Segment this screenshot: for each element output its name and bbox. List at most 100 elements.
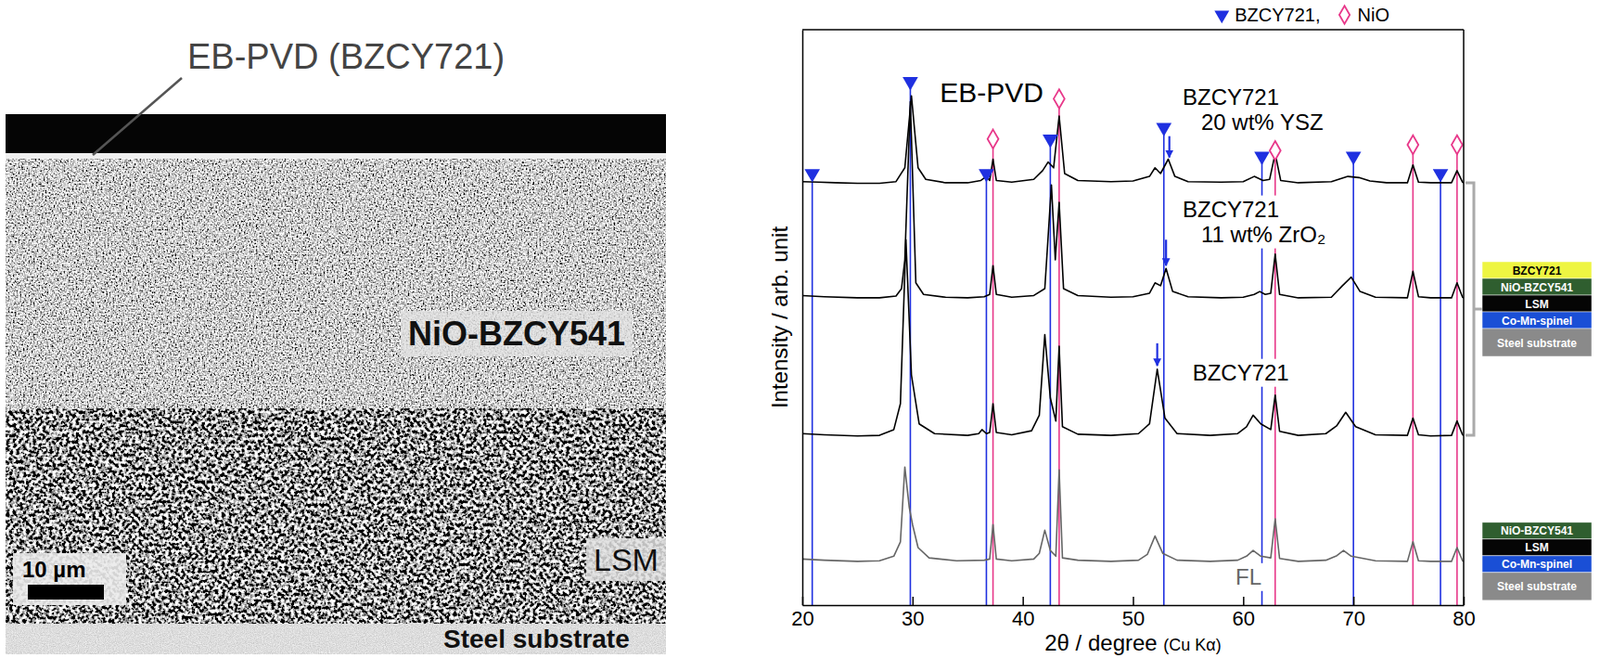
series-label-group: BZCY721 bbox=[1190, 358, 1293, 387]
y-axis-line bbox=[802, 30, 805, 606]
text-patch bbox=[1232, 563, 1265, 591]
scale-bar-label: 10 µm bbox=[22, 556, 87, 582]
stack-layer-label: LSM bbox=[1524, 297, 1549, 311]
legend-item: BZCY721, bbox=[1214, 4, 1320, 26]
page: EB-PVD (BZCY721) NiO-BZCY541 LSM Steel subs… bbox=[0, 0, 1600, 658]
reference-line bbox=[1439, 173, 1442, 605]
stack-layer bbox=[1482, 522, 1592, 539]
x-tick-label: 60 bbox=[1232, 606, 1255, 630]
layer-stack: BZCY721NiO-BZCY541LSMCo-Mn-spinelSteel s… bbox=[1482, 261, 1592, 357]
x-tick: 60 bbox=[1232, 596, 1255, 630]
stack-layer bbox=[1482, 294, 1592, 312]
x-tick-label: 70 bbox=[1342, 606, 1365, 630]
reference-marker bbox=[804, 168, 820, 182]
reference-line bbox=[1412, 144, 1415, 605]
stack-layer-label: Co-Mn-spinel bbox=[1501, 557, 1573, 571]
nio-layer bbox=[5, 158, 666, 409]
x-axis-title: 2θ / degree (Cu Kα) bbox=[1044, 629, 1222, 655]
reference-marker bbox=[987, 129, 999, 149]
x-tick-mark bbox=[1242, 596, 1245, 605]
reference-marker bbox=[978, 168, 995, 182]
reference-marker bbox=[1451, 135, 1463, 154]
stack-layer-label: NiO-BZCY541 bbox=[1500, 524, 1574, 538]
reference-marker bbox=[902, 76, 919, 90]
text-patch bbox=[936, 75, 1047, 109]
bracket bbox=[1465, 182, 1483, 436]
x-tick: 70 bbox=[1342, 596, 1365, 630]
layer-label: LSM bbox=[593, 541, 659, 577]
reference-marker bbox=[1269, 140, 1281, 160]
reference-line bbox=[985, 173, 988, 605]
xrd-trace bbox=[802, 466, 1464, 562]
chart-title: EB-PVD bbox=[939, 76, 1044, 108]
stack-layer-label: Steel substrate bbox=[1497, 336, 1577, 350]
x-tick-mark bbox=[912, 596, 915, 605]
legend-symbol bbox=[1214, 10, 1229, 24]
reference-marker bbox=[1345, 152, 1362, 166]
x-tick-label: 20 bbox=[791, 606, 814, 630]
lsm-layer bbox=[5, 408, 666, 624]
black-band bbox=[5, 114, 666, 154]
deposited-layer bbox=[5, 153, 666, 159]
series-label: BZCY721 bbox=[1192, 359, 1290, 385]
leader-line bbox=[92, 77, 182, 155]
x-tick-label: 50 bbox=[1122, 606, 1145, 630]
scale-bar bbox=[27, 584, 104, 600]
text-patch bbox=[1190, 358, 1293, 387]
series-label: FL bbox=[1235, 563, 1262, 589]
xrd-trace bbox=[802, 239, 1464, 436]
stack-layer bbox=[1482, 278, 1592, 295]
peak-arrow bbox=[1156, 343, 1159, 366]
stack-layer-label: LSM bbox=[1524, 540, 1549, 554]
reference-marker bbox=[1433, 168, 1449, 182]
micrograph: EB-PVD (BZCY721) NiO-BZCY541 LSM Steel subs… bbox=[5, 37, 666, 654]
x-tick: 40 bbox=[1011, 596, 1035, 630]
series-label-group: BZCY72120 wt% YSZ bbox=[1179, 82, 1327, 136]
xrd-trace bbox=[802, 95, 1464, 183]
plot-area bbox=[802, 76, 1464, 605]
reference-marker bbox=[1407, 135, 1419, 154]
reference-marker bbox=[1042, 134, 1059, 148]
stack-layer bbox=[1482, 572, 1592, 601]
series-label: BZCY72120 wt% YSZ bbox=[1182, 84, 1324, 135]
chart: 20 30 40 50 60 70 80 2θ / degree (Cu Kα) Intensi… bbox=[767, 4, 1592, 655]
reference-line bbox=[1163, 127, 1165, 605]
peak-arrow bbox=[1164, 239, 1167, 266]
stack-layer-label: BZCY721 bbox=[1512, 264, 1562, 278]
text-patch bbox=[1179, 195, 1329, 249]
frame-top bbox=[802, 28, 1464, 31]
stack-layer-label: Steel substrate bbox=[1497, 579, 1577, 593]
series-label-group: BZCY72111 wt% ZrO₂ bbox=[1179, 195, 1329, 249]
x-tick-mark bbox=[1132, 596, 1135, 605]
stack-layer bbox=[1482, 261, 1592, 279]
x-tick-label: 40 bbox=[1011, 606, 1035, 630]
title-group: EB-PVD bbox=[936, 75, 1047, 109]
reference-marker bbox=[1155, 123, 1172, 137]
layer-stack: NiO-BZCY541 LSM Co-Mn-spinel Steel substrat… bbox=[1482, 522, 1592, 601]
legend-label: BZCY721, bbox=[1234, 4, 1320, 26]
layer-label: Steel substrate bbox=[443, 624, 630, 653]
stack-layer bbox=[1482, 328, 1592, 357]
xrd-trace bbox=[802, 102, 1464, 298]
legend-item: NiO bbox=[1339, 4, 1390, 26]
series-label: BZCY72111 wt% ZrO₂ bbox=[1182, 196, 1326, 247]
x-axis: 20 30 40 50 60 70 80 bbox=[791, 596, 1475, 630]
x-tick-mark bbox=[1353, 596, 1356, 605]
series-label-group: FL bbox=[1232, 563, 1265, 591]
micrograph-title: EB-PVD (BZCY721) bbox=[187, 37, 505, 77]
x-tick: 80 bbox=[1452, 596, 1475, 630]
figure: EB-PVD (BZCY721) NiO-BZCY541 LSM Steel subs… bbox=[0, 0, 1600, 658]
text-patch bbox=[400, 310, 633, 357]
layer-label: NiO-BZCY541 bbox=[408, 314, 626, 353]
reference-line bbox=[811, 173, 814, 605]
x-tick: 50 bbox=[1122, 596, 1145, 630]
peak-arrow bbox=[1168, 136, 1171, 158]
stack-layer-label: NiO-BZCY541 bbox=[1500, 281, 1574, 295]
legend: BZCY721, NiO bbox=[1214, 4, 1390, 26]
text-patch bbox=[586, 537, 666, 581]
y-axis-title: Intensity / arb. unit bbox=[767, 226, 793, 409]
x-tick-mark bbox=[1022, 596, 1024, 605]
x-tick: 30 bbox=[901, 596, 924, 630]
frame-right bbox=[1462, 29, 1465, 605]
y-axis bbox=[802, 30, 804, 606]
